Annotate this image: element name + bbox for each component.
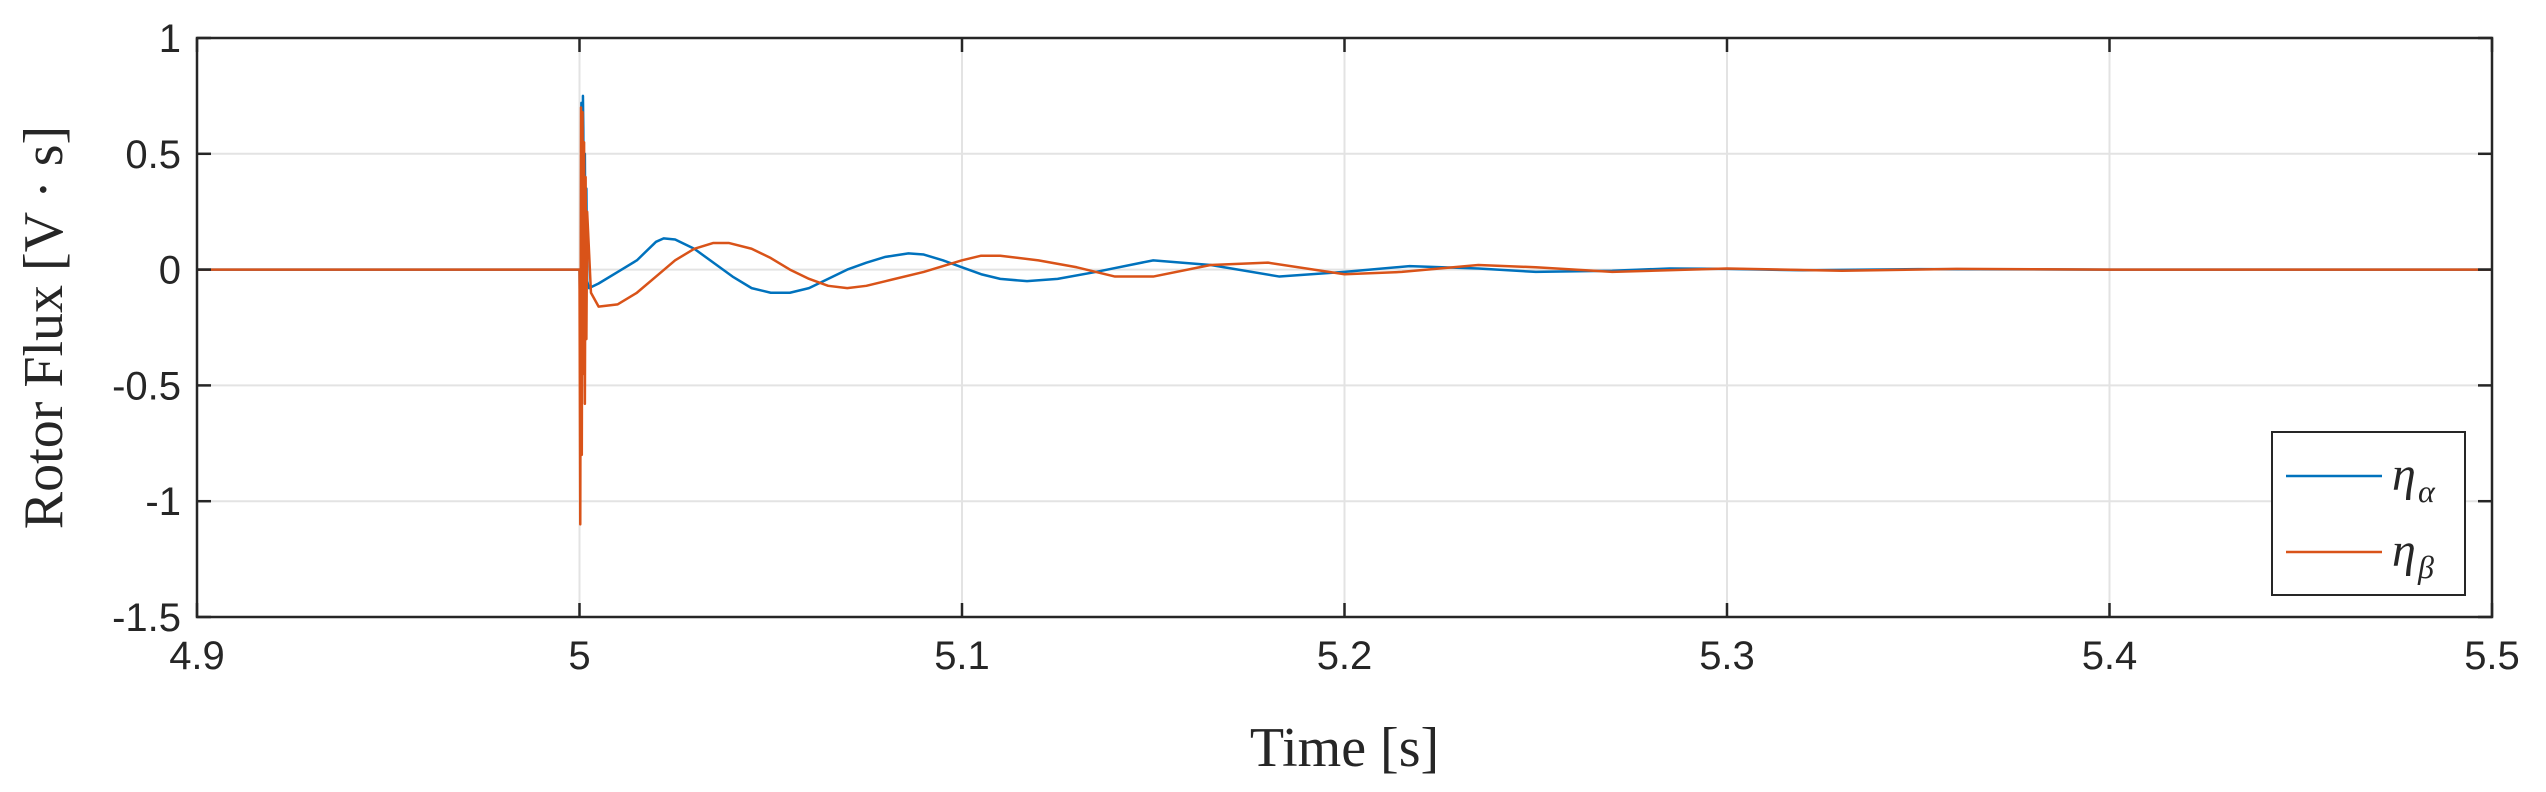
x-tick-label: 5.2 (1317, 634, 1373, 678)
y-tick-label: 1 (159, 17, 181, 61)
x-axis-title: Time [s] (1250, 717, 1439, 779)
legend-subscript-2: β (2417, 549, 2434, 585)
y-axis-title: Rotor Flux [V · s] (13, 126, 75, 529)
x-tick-label: 5.4 (2082, 634, 2138, 678)
y-tick-label: -0.5 (112, 364, 181, 408)
legend: η αη β (2271, 431, 2466, 596)
legend-label-1: η (2392, 448, 2416, 501)
legend-subscript-1: α (2418, 473, 2436, 509)
x-tick-label: 5.1 (934, 634, 990, 678)
legend-box (2271, 431, 2466, 596)
y-tick-label: -1.5 (112, 596, 181, 640)
x-tick-label: 5.3 (1699, 634, 1755, 678)
legend-label-2: η (2392, 524, 2416, 577)
axes (195, 36, 2494, 619)
y-tick-label: 0.5 (125, 133, 181, 177)
x-tick-label: 4.9 (169, 634, 225, 678)
series-lines (197, 94, 2492, 526)
y-tick-label: -1 (145, 480, 181, 524)
x-tick-label: 5.5 (2464, 634, 2520, 678)
tick-labels: 4.9 5 5.1 5.2 5.3 5.4 5.5 -1.5 -1 -0.5 0 0.5 1 (112, 17, 2520, 678)
series-line-2 (197, 106, 2492, 526)
y-tick-label: 0 (159, 249, 181, 293)
x-tick-label: 5 (568, 634, 590, 678)
